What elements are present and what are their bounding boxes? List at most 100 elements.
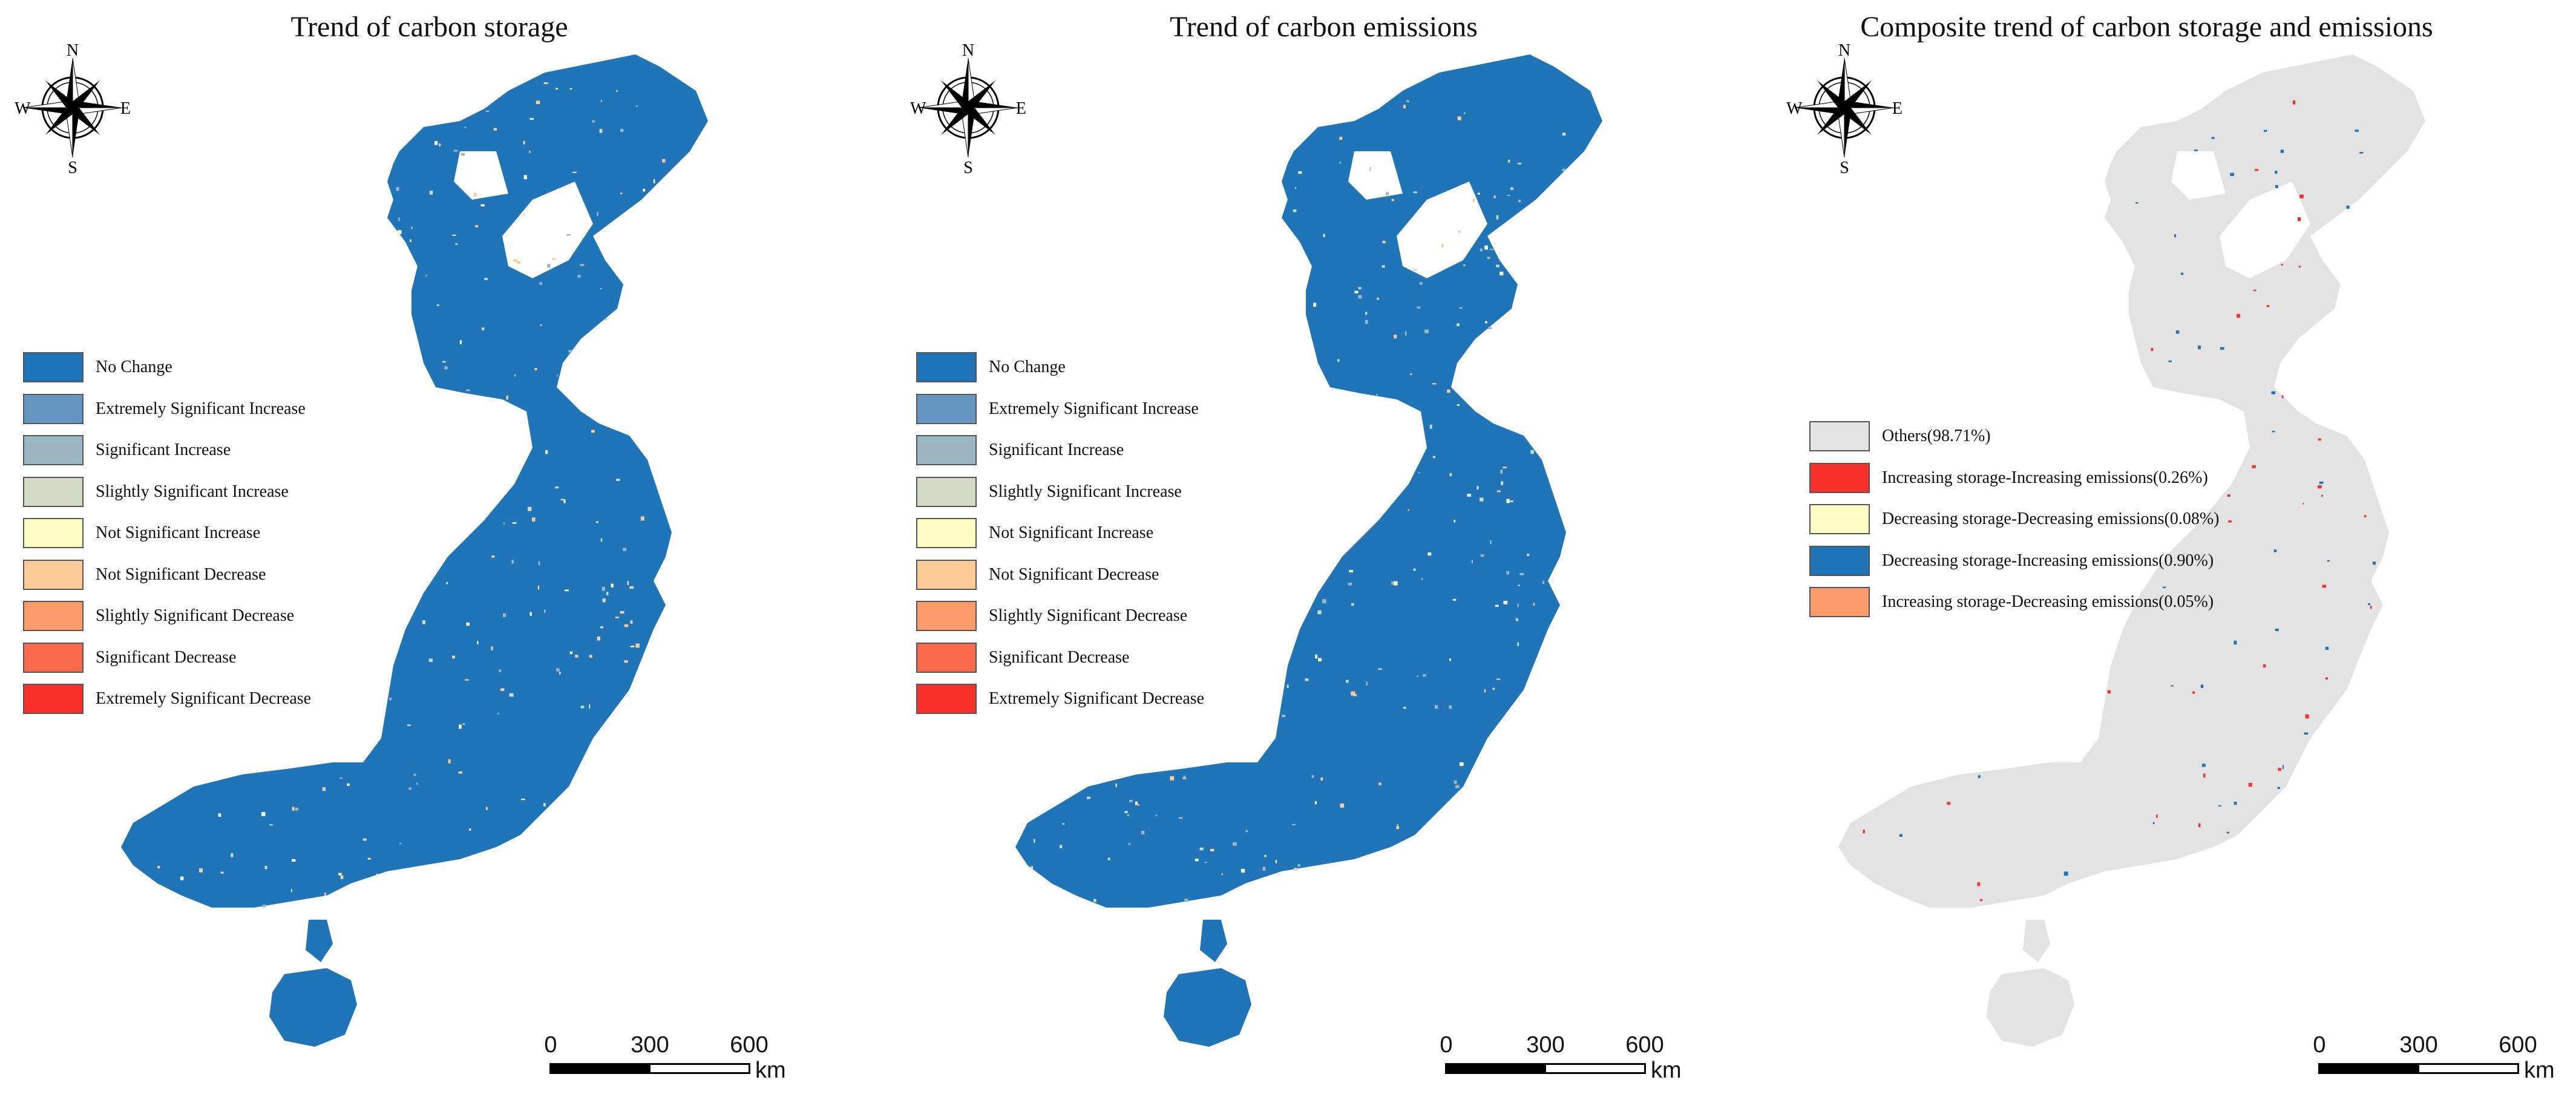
map-pixel [1519,573,1524,575]
map-pixel [1352,694,1357,696]
map-pixel [569,88,572,90]
map-pixel [556,668,560,672]
map-pixel [2281,395,2284,399]
map-pixel [1503,601,1508,604]
map-pixel [413,773,416,776]
map-pixel [591,430,595,433]
map-pixel [620,192,623,194]
map-pixel [1128,843,1131,845]
map-pixel [2200,684,2204,689]
map-pixel [1339,137,1343,140]
legend-label: Slightly Significant Decrease [96,606,295,625]
map-pixel [2135,202,2138,204]
map-pixel [600,100,602,102]
map-pixel [1298,171,1302,174]
map-pixel [512,522,517,524]
compass-s-label: S [1840,159,1849,174]
map-pixel [1473,198,1475,203]
scale-unit: km [2524,1058,2555,1083]
map-pixel [592,120,595,123]
map-pixel [624,624,629,627]
scale-segment-white [2417,1063,2519,1074]
map-pixel [1435,705,1438,709]
map-pixel [572,171,577,173]
island-leizhou [306,920,333,962]
map-pixel [615,617,619,618]
legend-label: Others(98.71%) [1882,427,1991,445]
map-pixel [2226,831,2230,834]
map-pixel [1275,860,1277,863]
map-pixel [1386,192,1389,195]
map-pixel [1349,570,1354,573]
map-pixel [601,586,605,591]
scale-tick-600: 600 [730,1032,769,1058]
map-pixel [1087,796,1090,799]
map-pixel [2305,714,2309,719]
map-pixel [1262,866,1266,871]
legend-swatch [23,393,84,424]
legend-label: Not Significant Decrease [989,565,1159,584]
map-pixel [597,637,600,641]
map-pixel [600,626,603,629]
map-pixel [611,583,614,588]
map-pixel [1323,234,1325,237]
map-pixel [1477,192,1480,195]
map-pixel [589,704,591,709]
map-pixel [500,688,505,691]
map-pixel [453,149,458,152]
map-pixel [1496,678,1501,680]
map-pixel [446,582,448,584]
map-pixel [2174,234,2177,238]
map-pixel [643,189,646,192]
scale-tick-600: 600 [1625,1032,1664,1058]
legend-swatch [1809,462,1870,493]
scale-tick-0: 0 [2313,1032,2326,1058]
map-pixel [2234,640,2237,645]
legend-label: Significant Increase [989,440,1124,459]
map-pixel [539,282,542,285]
map-pixel [499,669,502,672]
map-pixel [485,110,490,113]
map-pixel [599,129,603,133]
scale-tick-300: 300 [2399,1032,2438,1058]
map-pixel [627,581,629,585]
island-leizhou [2023,920,2050,962]
map-pixel [1294,868,1298,871]
map-pixel [1413,568,1416,571]
map-pixel [338,872,342,876]
map-pixel [1107,857,1110,860]
map-pixel [509,693,514,697]
legend-label: No Change [989,358,1066,376]
map-pixel [1458,231,1461,233]
map-pixel [2271,391,2276,394]
map-pixel [1369,166,1372,171]
map-pixel [521,799,525,800]
compass-icon: N S E W [15,41,131,174]
legend-label: Not Significant Decrease [96,565,266,584]
map-pixel [1135,801,1138,805]
map-pixel [615,90,618,92]
map-pixel [2327,560,2330,562]
map-pixel [340,875,344,879]
legend-swatch [1809,504,1870,534]
map-texture [1863,100,2376,902]
map-pixel [1490,540,1492,545]
scale-tick-300: 300 [1526,1032,1565,1058]
map-pixel [1449,658,1451,661]
island-leizhou [1200,920,1227,962]
map-pixel [1183,775,1185,779]
compass-rose: N S E W [1784,41,1905,174]
map-pixel [1417,675,1418,677]
map-pixel [322,787,326,791]
map-pixel [1155,814,1157,816]
legend-swatch [23,518,84,548]
map-pixel [1480,497,1484,502]
map-pixel [2181,272,2184,275]
map-texture [1031,100,1566,902]
map-pixel [2282,765,2284,769]
scale-bar: 0 300 600 km [1440,1032,1687,1092]
legend-label: Extremely Significant Decrease [96,689,312,708]
map-pixel [1423,674,1426,677]
map-pixel [180,876,184,880]
map-pixel [347,783,350,786]
